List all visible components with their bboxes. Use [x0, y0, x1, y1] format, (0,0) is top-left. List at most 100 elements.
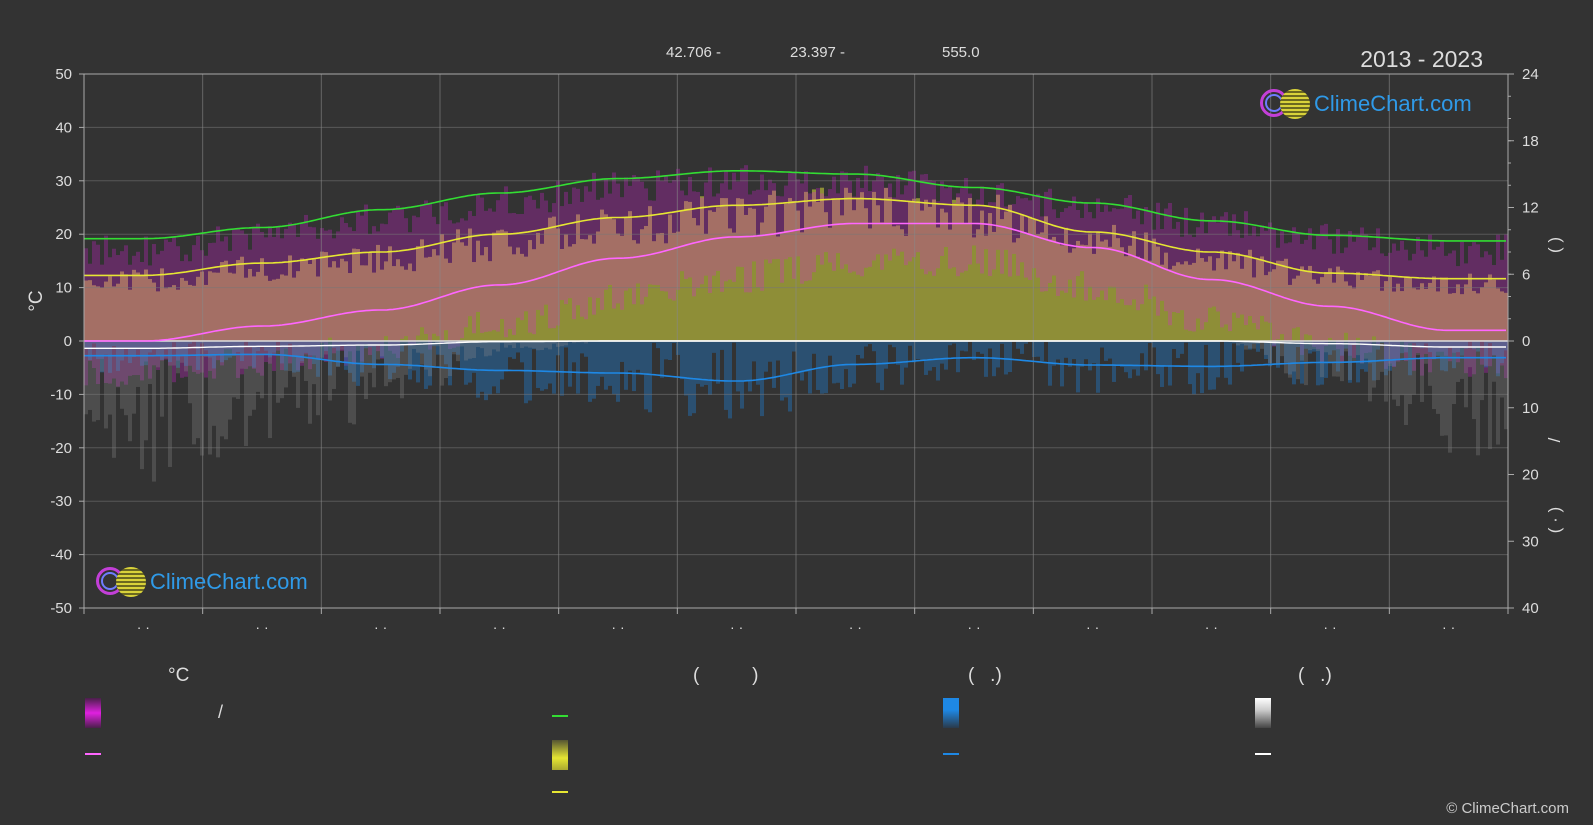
temp-range-bar	[1084, 203, 1088, 301]
rain-bar	[1272, 341, 1276, 346]
rain-bar	[828, 341, 832, 356]
temp-range-bar	[600, 197, 604, 310]
sunshine-bar	[1428, 282, 1432, 341]
temp-range-bar	[588, 191, 592, 298]
temp-range-bar	[1288, 242, 1292, 341]
rain-bar	[520, 341, 524, 363]
sunshine-bar	[1500, 291, 1504, 341]
temp-range-bar	[1400, 240, 1404, 341]
temp-range-bar	[448, 220, 452, 350]
snow-bar	[88, 341, 92, 410]
temp-range-bar	[1320, 225, 1324, 362]
sunshine-bar	[348, 273, 352, 341]
temp-range-bar	[1416, 237, 1420, 354]
rain-bar	[1068, 341, 1072, 367]
temp-range-bar	[204, 255, 208, 378]
temp-range-bar	[1056, 217, 1060, 296]
snow-bar	[1260, 341, 1264, 349]
sunshine-bar	[328, 267, 332, 341]
rain-bar	[940, 341, 944, 364]
temp-range-bar	[952, 203, 956, 268]
rain-bar	[1224, 341, 1228, 378]
temp-range-bar	[864, 165, 868, 268]
rain-bar	[936, 341, 940, 381]
rain-bar	[1204, 341, 1208, 345]
sunshine-bar	[836, 198, 840, 341]
rain-bar	[412, 341, 416, 371]
rain-bar	[1024, 341, 1028, 344]
sunshine-bar	[1332, 282, 1336, 341]
right-top-tick-label: 12	[1522, 200, 1539, 217]
temp-range-bar	[996, 184, 1000, 250]
rain-line	[84, 353, 1506, 382]
rain-bar	[712, 341, 716, 353]
snow-bar	[1404, 341, 1408, 425]
temp-range-bar	[1444, 255, 1448, 356]
rain-bar	[732, 341, 736, 343]
rain-bar	[720, 341, 724, 350]
rain-bar	[1236, 341, 1240, 363]
temp-range-bar	[1428, 234, 1432, 373]
right-bottom-tick-label: 30	[1522, 533, 1539, 550]
sunshine-bar	[288, 255, 292, 341]
sunshine-bar	[1388, 276, 1392, 341]
month-tick-label: · ·	[374, 619, 387, 635]
sunshine-bar	[1100, 241, 1104, 341]
rain-bar	[664, 341, 668, 360]
sunshine-bar	[260, 258, 264, 341]
sunshine-bar	[832, 199, 836, 341]
sunshine-bar	[660, 232, 664, 341]
sunshine-bar	[1304, 270, 1308, 341]
temp-range-bar	[1204, 233, 1208, 323]
rain-bar	[1072, 341, 1076, 360]
sunshine-bar	[1164, 252, 1168, 341]
snow-bar	[356, 341, 360, 351]
sunshine-bar	[404, 269, 408, 341]
temp-range-bar	[944, 188, 948, 248]
rain-bar	[1448, 341, 1452, 347]
sunshine-bar	[256, 271, 260, 341]
rain-bar	[1360, 341, 1364, 370]
sunshine-bar	[504, 231, 508, 341]
temp-range-bar	[1088, 212, 1092, 287]
temp-range-bar	[1296, 233, 1300, 328]
sunshine-bar	[596, 231, 600, 341]
sunshine-bar	[1092, 253, 1096, 341]
temp-range-bar	[360, 215, 364, 362]
temp-range-bar	[596, 199, 600, 298]
snow-bar	[1432, 341, 1436, 410]
snow-bar	[528, 341, 532, 348]
rain-bar	[204, 341, 208, 351]
rain-bar	[328, 341, 332, 376]
stat-value-1: 42.706 -	[666, 44, 722, 61]
snow-bar	[156, 341, 160, 368]
temp-range-bar	[224, 236, 228, 350]
sunshine-bar	[1300, 266, 1304, 341]
snow-bar	[476, 341, 480, 347]
left-tick-label: -40	[50, 547, 72, 564]
temp-range-bar	[444, 202, 448, 331]
rain-bar	[228, 341, 232, 358]
sunshine-bar	[444, 258, 448, 341]
sunshine-bar	[676, 231, 680, 341]
rain-bar	[1364, 341, 1368, 372]
temp-range-bar	[1212, 216, 1216, 307]
sunshine-bar	[1452, 293, 1456, 341]
rain-bar	[224, 341, 228, 361]
rain-bar	[1104, 341, 1108, 361]
snow-bar	[1476, 341, 1480, 456]
rain-bar	[996, 341, 1000, 368]
sunshine-bar	[356, 249, 360, 341]
sunshine-bar	[572, 244, 576, 341]
snow-bar	[296, 341, 300, 408]
rain-bar	[764, 341, 768, 372]
temp-range-bar	[208, 243, 212, 371]
rain-bar	[1504, 341, 1508, 351]
sunshine-bar	[524, 256, 528, 341]
sunshine-bar	[396, 259, 400, 341]
sunshine-bar	[852, 210, 856, 341]
rain-bar	[148, 341, 152, 353]
temp-range-bar	[396, 205, 400, 359]
month-tick-label: · ·	[730, 619, 743, 635]
temp-range-bar	[1324, 223, 1328, 346]
